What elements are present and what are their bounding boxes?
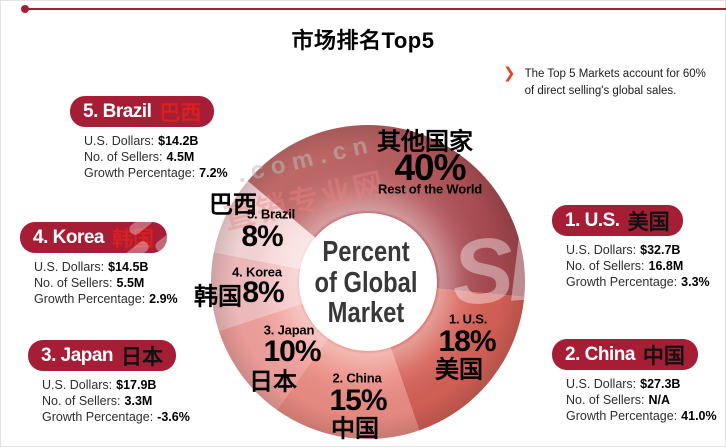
- stat-label: Growth Percentage:: [566, 409, 678, 424]
- stat-value: $32.7B: [640, 243, 681, 257]
- market-card-brazil: 5. Brazil 巴西 U.S. Dollars: $14.2B No. of …: [70, 96, 228, 182]
- segment-zh-us: 美国: [435, 356, 483, 384]
- note-text: The Top 5 Markets account for 60% of dir…: [525, 66, 706, 99]
- rank-badge-us: 1. U.S. 美国: [552, 205, 683, 236]
- stats: U.S. Dollars: $14.2B No. of Sellers: 4.5M …: [84, 133, 228, 182]
- stat-value: 41.0%: [681, 409, 717, 424]
- segment-name-korea: 4. Korea: [232, 264, 282, 280]
- stat-label: Growth Percentage:: [84, 166, 196, 181]
- stat-label: No. of Sellers:: [566, 393, 645, 408]
- page-title: 市场排名Top5: [291, 28, 435, 53]
- segment-name-rest-of-world: Rest of the World: [378, 181, 482, 197]
- center-line2: of Global: [314, 266, 418, 299]
- stat-label: Growth Percentage:: [34, 292, 146, 307]
- stat-value: 4.5M: [166, 150, 195, 165]
- rank-title: 4. Korea: [33, 226, 104, 248]
- rank-title: 2. China: [565, 343, 635, 365]
- stat-label: No. of Sellers:: [84, 150, 163, 165]
- stat-label: No. of Sellers:: [34, 276, 113, 291]
- rank-badge-korea: 4. Korea 韩国: [20, 222, 167, 253]
- stat-value: 7.2%: [199, 166, 228, 181]
- stat-value: 5.5M: [116, 276, 145, 291]
- stat-label: U.S. Dollars:: [42, 378, 113, 392]
- stat-label: U.S. Dollars:: [34, 260, 105, 274]
- rank-title-zh: 中国: [642, 344, 685, 368]
- market-card-japan: 3. Japan 日本 U.S. Dollars: $17.9B No. of S…: [28, 340, 190, 426]
- stats: U.S. Dollars: $32.7B No. of Sellers: 16.8M…: [566, 242, 710, 291]
- note-line2: of direct selling's global sales.: [524, 84, 677, 97]
- segment-zh-china: 中国: [331, 415, 379, 443]
- rank-title: 1. U.S.: [565, 209, 620, 231]
- note-line1: The Top 5 Markets account for 60%: [524, 68, 706, 80]
- segment-zh-korea: 韩国: [194, 283, 242, 311]
- stat-value: $14.2B: [158, 134, 199, 148]
- stat-label: U.S. Dollars:: [84, 134, 155, 148]
- rank-title-zh: 美国: [627, 210, 670, 234]
- segment-zh-japan: 日本: [249, 368, 297, 396]
- rank-title: 3. Japan: [41, 344, 114, 366]
- rank-badge-japan: 3. Japan 日本: [28, 340, 177, 371]
- center-line3: Market: [327, 297, 405, 330]
- stat-value: $14.5B: [108, 260, 149, 274]
- stat-value: N/A: [648, 393, 671, 408]
- rank-badge-china: 2. China 中国: [552, 339, 698, 370]
- stat-value: $27.3B: [640, 377, 681, 391]
- stat-label: U.S. Dollars:: [566, 377, 637, 391]
- rank-title-zh: 日本: [121, 345, 164, 369]
- market-card-us: 1. U.S. 美国 U.S. Dollars: $32.7B No. of Se…: [552, 205, 710, 291]
- stat-value: $17.9B: [116, 378, 157, 392]
- segment-pct-rest-of-world: 40%: [394, 147, 466, 188]
- center-line1: Percent: [322, 235, 410, 268]
- stat-value: 3.3M: [124, 394, 153, 409]
- stat-value: 2.9%: [149, 292, 178, 307]
- market-card-china: 2. China 中国 U.S. Dollars: $27.3B No. of S…: [552, 339, 717, 425]
- rank-badge-brazil: 5. Brazil 巴西: [70, 96, 215, 127]
- top-rule-dot: [21, 5, 29, 13]
- stat-value: 3.3%: [681, 275, 710, 290]
- segment-name-us: 1. U.S.: [448, 311, 488, 327]
- stat-label: Growth Percentage:: [566, 275, 678, 290]
- stat-label: Growth Percentage:: [42, 410, 154, 425]
- segment-zh-brazil: 巴西: [209, 191, 257, 219]
- chevron-bullet-icon: ❯: [503, 65, 516, 82]
- stats: U.S. Dollars: $14.5B No. of Sellers: 5.5M …: [34, 259, 178, 308]
- segment-pct-china: 15%: [329, 384, 387, 417]
- rank-title: 5. Brazil: [83, 100, 152, 122]
- rank-title-zh: 韩国: [111, 227, 154, 251]
- rank-title-zh: 巴西: [159, 101, 202, 125]
- stat-label: No. of Sellers:: [566, 259, 645, 274]
- segment-name-brazil: 5. Brazil: [246, 206, 296, 222]
- stat-label: U.S. Dollars:: [566, 243, 637, 257]
- segment-pct-us: 18%: [438, 325, 496, 358]
- segment-pct-japan: 10%: [263, 335, 321, 368]
- stat-value: 16.8M: [648, 259, 684, 274]
- top5-note: ❯ The Top 5 Markets account for 60% of d…: [503, 66, 718, 99]
- market-card-korea: 4. Korea 韩国 U.S. Dollars: $14.5B No. of S…: [20, 222, 178, 308]
- stat-label: No. of Sellers:: [42, 394, 121, 409]
- segment-zh-rest-of-world: 其他国家: [377, 128, 473, 156]
- stat-value: -3.6%: [157, 410, 190, 425]
- stats: U.S. Dollars: $27.3B No. of Sellers: N/A G…: [566, 376, 717, 425]
- segment-pct-korea: 8%: [242, 276, 284, 309]
- segment-name-china: 2. China: [332, 370, 382, 386]
- stats: U.S. Dollars: $17.9B No. of Sellers: 3.3M …: [42, 377, 190, 426]
- donut-center-title: Percent of Global Market: [314, 237, 417, 329]
- segment-pct-brazil: 8%: [241, 220, 283, 253]
- donut-sheen-overlay: [211, 125, 525, 439]
- top-rule: [27, 8, 726, 10]
- segment-name-japan: 3. Japan: [263, 322, 315, 338]
